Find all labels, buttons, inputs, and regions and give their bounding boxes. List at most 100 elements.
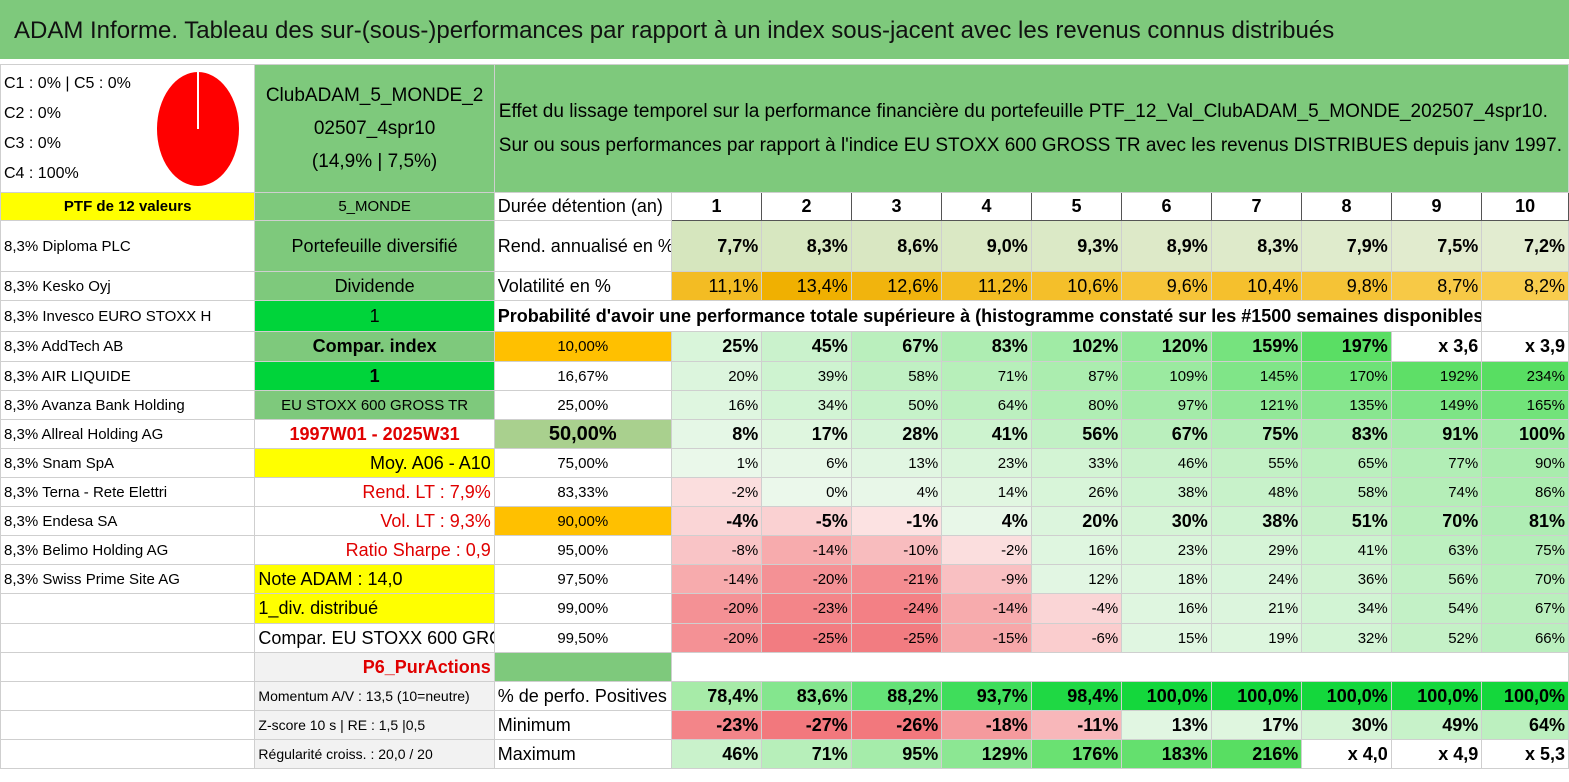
probability-value: 23% <box>941 448 1032 478</box>
volatility-value: 12,6% <box>850 271 943 301</box>
probability-value: 52% <box>1390 623 1483 653</box>
portfolio-name-cell[interactable]: ClubADAM_5_MONDE_202507_4spr10 (14,9% | … <box>254 64 495 193</box>
probability-value: 97% <box>1121 390 1212 420</box>
rend-value: 7,9% <box>1301 220 1392 272</box>
ptf-header[interactable]: PTF de 12 valeurs <box>0 192 256 221</box>
volatility-value: 10,4% <box>1210 271 1303 301</box>
probability-value: 100% <box>1481 419 1569 449</box>
probability-value: 36% <box>1301 564 1392 594</box>
probability-value: 86% <box>1481 477 1569 507</box>
probability-value: 54% <box>1390 593 1483 624</box>
holding-row[interactable]: 8,3% AddTech AB <box>0 331 256 362</box>
stat-value: 93,7% <box>941 681 1032 711</box>
probability-value: 197% <box>1301 331 1392 362</box>
stat-side-label[interactable]: Momentum A/V : 13,5 (10=neutre) <box>254 681 495 711</box>
holding-row[interactable]: 8,3% Terna - Rete Elettri <box>0 477 256 507</box>
probability-value: 58% <box>1301 477 1392 507</box>
holding-row[interactable]: 8,3% Kesko Oyj <box>0 271 256 301</box>
probability-value: 170% <box>1301 361 1392 391</box>
probability-value: -25% <box>850 623 943 653</box>
holding-row[interactable]: 8,3% Snam SpA <box>0 448 256 478</box>
probability-value: 109% <box>1121 361 1212 391</box>
index-flag[interactable]: 1 <box>254 361 495 391</box>
holding-row[interactable]: 8,3% Diploma PLC <box>0 220 256 272</box>
volatility-value: 10,6% <box>1030 271 1123 301</box>
probability-value: 8% <box>670 419 763 449</box>
probability-value: -9% <box>941 564 1032 594</box>
stat-side-label[interactable]: Z-score 10 s | RE : 1,5 |0,5 <box>254 710 495 740</box>
probability-value: 83% <box>1301 419 1392 449</box>
compar-index-label[interactable]: Compar. index <box>254 331 495 362</box>
probability-value: -14% <box>941 593 1032 624</box>
volatility-value: 9,6% <box>1121 271 1212 301</box>
probability-value: 120% <box>1121 331 1212 362</box>
probability-value: 90% <box>1481 448 1569 478</box>
probability-value: -21% <box>850 564 943 594</box>
probability-value: 48% <box>1210 477 1303 507</box>
stat-value: 95% <box>850 739 943 769</box>
probability-value: 34% <box>761 390 852 420</box>
moy-label[interactable]: Moy. A06 - A10 <box>254 448 495 478</box>
note-adam-label[interactable]: Note ADAM : 14,0 <box>254 564 495 594</box>
index-name[interactable]: EU STOXX 600 GROSS TR <box>254 390 495 420</box>
holding-row[interactable]: 8,3% Swiss Prime Site AG <box>0 564 256 594</box>
probability-value: -5% <box>761 506 852 536</box>
holding-row[interactable]: 8,3% Avanza Bank Holding <box>0 390 256 420</box>
probability-threshold: 95,00% <box>493 535 672 565</box>
holding-row[interactable]: 8,3% Belimo Holding AG <box>0 535 256 565</box>
probability-value: 56% <box>1030 419 1123 449</box>
probability-value: 25% <box>670 331 763 362</box>
volatility-value: 13,4% <box>761 271 852 301</box>
probability-value: 55% <box>1210 448 1303 478</box>
probability-value: -4% <box>1030 593 1123 624</box>
vol-label: Volatilité en % <box>493 271 672 301</box>
probability-value: -14% <box>761 535 852 565</box>
vol-lt-label[interactable]: Vol. LT : 9,3% <box>254 506 495 536</box>
stat-label: Maximum <box>493 739 672 769</box>
year-9: 9 <box>1390 192 1483 221</box>
pur-actions-label[interactable]: P6_PurActions <box>254 652 495 682</box>
probability-value: 41% <box>941 419 1032 449</box>
stat-value: 88,2% <box>850 681 943 711</box>
holding-row[interactable]: 8,3% Endesa SA <box>0 506 256 536</box>
probability-value: 70% <box>1390 506 1483 536</box>
stat-value: 129% <box>941 739 1032 769</box>
duration-label: Durée détention (an) <box>493 192 672 221</box>
rend-label: Rend. annualisé en % <box>493 220 672 272</box>
stat-value: 30% <box>1301 710 1392 740</box>
empty-cell <box>0 710 256 740</box>
year-1: 1 <box>670 192 763 221</box>
universe-label[interactable]: 5_MONDE <box>254 192 495 221</box>
probability-value: -20% <box>761 564 852 594</box>
rend-value: 8,3% <box>761 220 852 272</box>
year-7: 7 <box>1210 192 1303 221</box>
probability-value: 34% <box>1301 593 1392 624</box>
stat-value: x 4,9 <box>1390 739 1483 769</box>
probability-value: -24% <box>850 593 943 624</box>
diversified-label[interactable]: Portefeuille diversifié <box>254 220 495 272</box>
rend-lt-label[interactable]: Rend. LT : 7,9% <box>254 477 495 507</box>
probability-value: 165% <box>1481 390 1569 420</box>
div-label[interactable]: 1_div. distribué <box>254 593 495 624</box>
probability-value: -23% <box>761 593 852 624</box>
sharpe-label[interactable]: Ratio Sharpe : 0,9 <box>254 535 495 565</box>
allocation-cell[interactable]: C1 : 0% | C5 : 0% C2 : 0% C3 : 0% C4 : 1… <box>0 64 256 193</box>
probability-value: 16% <box>1030 535 1123 565</box>
holding-row[interactable]: 8,3% Allreal Holding AG <box>0 419 256 449</box>
probability-value: 6% <box>761 448 852 478</box>
dividend-flag[interactable]: 1 <box>254 300 495 332</box>
empty-cell <box>670 652 1569 682</box>
probability-value: 91% <box>1390 419 1483 449</box>
holding-row[interactable]: 8,3% AIR LIQUIDE <box>0 361 256 391</box>
probability-value: -4% <box>670 506 763 536</box>
stat-side-label[interactable]: Régularité croiss. : 20,0 / 20 <box>254 739 495 769</box>
probability-value: 4% <box>941 506 1032 536</box>
year-10: 10 <box>1481 192 1569 221</box>
period-label[interactable]: 1997W01 - 2025W31 <box>254 419 495 449</box>
probability-value: -14% <box>670 564 763 594</box>
dividend-label[interactable]: Dividende <box>254 271 495 301</box>
holding-row[interactable]: 8,3% Invesco EURO STOXX H <box>0 300 256 332</box>
probability-value: -20% <box>670 593 763 624</box>
compar-label[interactable]: Compar. EU STOXX 600 GROSS TR <box>254 623 495 653</box>
probability-value: 18% <box>1121 564 1212 594</box>
